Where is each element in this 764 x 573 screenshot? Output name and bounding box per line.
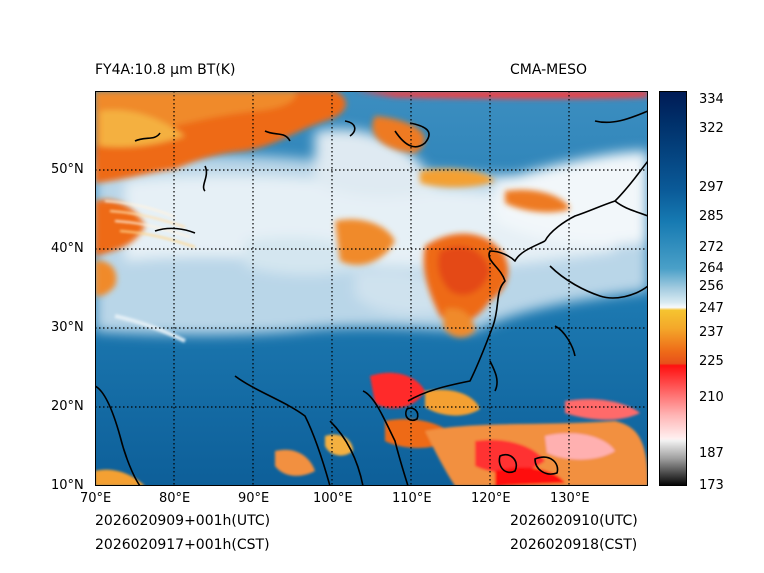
lon-tick-100: 100°E	[313, 491, 353, 506]
lat-tick-40: 40°N	[51, 241, 84, 256]
lat-tick-30: 30°N	[51, 320, 84, 335]
cbar-tick: 297	[699, 180, 724, 195]
cbar-tick: 272	[699, 240, 724, 255]
cbar-tick: 210	[699, 390, 724, 405]
init-time-utc: 2026020909+001h(UTC)	[95, 513, 271, 529]
lat-tick-50: 50°N	[51, 162, 84, 177]
cbar-tick: 173	[699, 478, 724, 493]
lon-tick-130: 130°E	[550, 491, 590, 506]
cbar-tick: 256	[699, 279, 724, 294]
lat-tick-10: 10°N	[51, 478, 84, 493]
lon-tick-80: 80°E	[159, 491, 191, 506]
product-title: FY4A:10.8 μm BT(K)	[95, 62, 236, 78]
lon-tick-110: 110°E	[392, 491, 432, 506]
lon-tick-70: 70°E	[80, 491, 112, 506]
cbar-tick: 247	[699, 301, 724, 316]
init-time-cst: 2026020917+001h(CST)	[95, 537, 270, 553]
lon-tick-90: 90°E	[238, 491, 270, 506]
cbar-tick: 237	[699, 325, 724, 340]
cbar-tick: 285	[699, 209, 724, 224]
cbar-tick: 187	[699, 446, 724, 461]
model-title: CMA-MESO	[510, 62, 588, 78]
satellite-map	[95, 91, 648, 486]
cbar-tick: 322	[699, 121, 724, 136]
lat-tick-20: 20°N	[51, 399, 84, 414]
cbar-tick: 334	[699, 92, 724, 107]
valid-time-utc: 2026020910(UTC)	[510, 513, 638, 529]
valid-time-cst: 2026020918(CST)	[510, 537, 638, 553]
temperature-colorbar	[659, 91, 687, 486]
lon-tick-120: 120°E	[471, 491, 511, 506]
cbar-tick: 264	[699, 261, 724, 276]
cbar-tick: 225	[699, 354, 724, 369]
